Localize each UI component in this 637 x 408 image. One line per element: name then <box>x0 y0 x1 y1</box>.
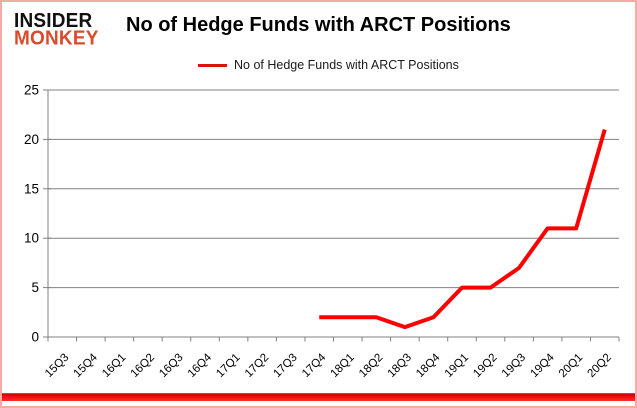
series-line <box>319 128 607 330</box>
x-tick-label: 16Q1 <box>100 352 128 380</box>
y-tick-label: 0 <box>31 330 39 345</box>
legend: No of Hedge Funds with ARCT Positions <box>198 58 459 72</box>
x-tick-label: 16Q3 <box>157 352 185 380</box>
legend-label: No of Hedge Funds with ARCT Positions <box>234 58 459 72</box>
x-tick-label: 17Q1 <box>214 352 242 380</box>
x-tick-label: 15Q4 <box>72 351 101 380</box>
x-tick-label: 19Q1 <box>443 352 471 380</box>
x-tick-label: 19Q2 <box>471 352 499 380</box>
x-tick-label: 20Q2 <box>585 352 613 380</box>
x-tick-label: 18Q1 <box>329 352 357 380</box>
x-tick-label: 19Q3 <box>500 352 528 380</box>
y-tick-label: 10 <box>24 231 39 246</box>
x-tick-label: 18Q4 <box>414 351 443 380</box>
x-tick-label: 16Q4 <box>186 351 215 380</box>
x-tick-label: 17Q4 <box>300 351 329 380</box>
y-tick-label: 25 <box>24 83 39 98</box>
logo-text-monkey: MONKEY <box>14 28 99 51</box>
chart-title: No of Hedge Funds with ARCT Positions <box>126 14 511 36</box>
y-tick-label: 20 <box>24 132 39 147</box>
bottom-divider <box>2 393 635 401</box>
x-tick-label: 18Q2 <box>357 352 385 380</box>
x-tick-label: 19Q4 <box>528 351 557 380</box>
logo-text-insider: INSIDER <box>14 10 93 33</box>
x-tick-label: 17Q2 <box>243 352 271 380</box>
y-tick-label: 15 <box>24 181 39 196</box>
x-tick-label: 15Q3 <box>43 352 71 380</box>
x-tick-label: 16Q2 <box>129 352 157 380</box>
y-tick-label: 5 <box>31 280 39 295</box>
x-tick-label: 17Q3 <box>271 352 299 380</box>
insider-monkey-logo: INSIDER MONKEY <box>14 10 99 51</box>
x-tick-label: 20Q1 <box>557 352 585 380</box>
x-tick-label: 18Q3 <box>386 352 414 380</box>
legend-line-swatch <box>198 63 227 67</box>
